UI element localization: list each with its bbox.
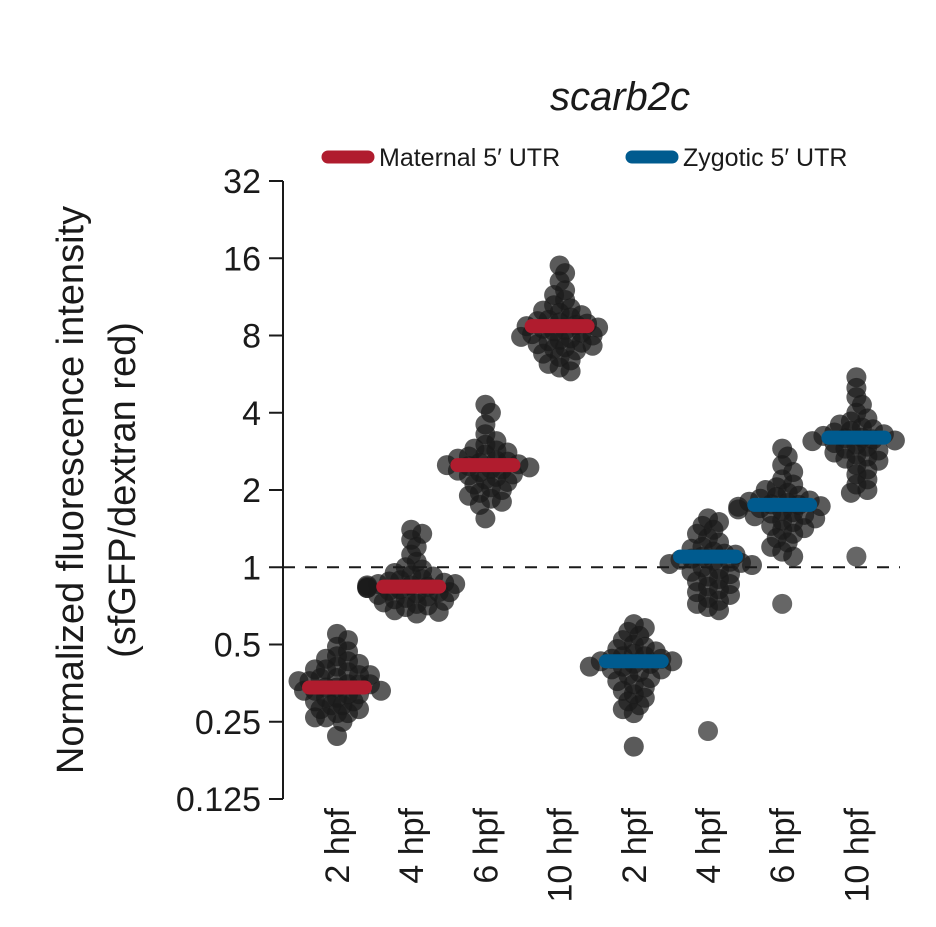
data-point (857, 480, 878, 500)
y-tick-label: 0.25 (195, 704, 261, 742)
data-point (491, 491, 512, 512)
x-category-label: 6 hpf (467, 807, 505, 883)
y-tick-label: 8 (242, 318, 261, 356)
y-tick-label: 0.125 (176, 781, 261, 819)
y-tick-label: 0.5 (214, 627, 261, 665)
y-tick-label: 1 (242, 549, 261, 587)
data-point (519, 457, 540, 478)
x-category-label: 10 hpf (542, 807, 580, 902)
x-category-label: 2 hpf (319, 807, 357, 883)
x-category-label: 10 hpf (838, 807, 876, 902)
y-axis-title: Normalized fluorescence intensity (sfGFP… (50, 206, 144, 774)
data-point (772, 593, 793, 614)
x-category-label: 4 hpf (690, 807, 728, 883)
data-point (305, 707, 325, 728)
legend-label-zygotic: Zygotic 5′ UTR (683, 144, 847, 172)
x-axis-labels: 2 hpf 4 hpf 6 hpf 10 hpf 2 hpf 4 hpf 6 hpf 10 h… (319, 807, 876, 902)
y-axis-title-line1: Normalized fluorescence intensity (50, 206, 92, 774)
median-bars (302, 319, 892, 695)
data-point (428, 601, 449, 622)
data-point (327, 725, 347, 746)
chart-title: scarb2c (550, 75, 690, 119)
y-axis: 0.125 0.25 0.5 1 2 4 8 16 32 (176, 163, 284, 819)
data-point (802, 431, 823, 452)
data-point (579, 656, 600, 677)
x-category-label: 6 hpf (764, 807, 802, 883)
y-tick-label: 16 (223, 240, 261, 278)
data-point (560, 361, 581, 382)
data-point (511, 326, 532, 347)
x-category-label: 2 hpf (616, 807, 654, 883)
data-point (475, 508, 496, 529)
data-point (582, 335, 603, 356)
data-point (371, 680, 391, 701)
y-axis-title-line2: (sfGFP/dextran red) (102, 322, 144, 658)
data-point (846, 546, 867, 567)
data-point (728, 499, 749, 520)
data-point (623, 703, 644, 724)
data-point (698, 721, 718, 742)
y-tick-label: 32 (223, 163, 261, 201)
data-point (709, 600, 729, 621)
data-point (783, 546, 804, 567)
data-point (840, 482, 861, 503)
data-point (742, 555, 762, 576)
legend: Maternal 5′ UTR Zygotic 5′ UTR (321, 144, 847, 172)
x-category-label: 4 hpf (393, 807, 431, 883)
data-point (384, 600, 405, 621)
y-tick-label: 4 (242, 395, 261, 433)
data-point (406, 603, 427, 624)
y-tick-label: 2 (242, 472, 261, 510)
legend-label-maternal: Maternal 5′ UTR (379, 144, 560, 172)
data-point (623, 736, 644, 757)
